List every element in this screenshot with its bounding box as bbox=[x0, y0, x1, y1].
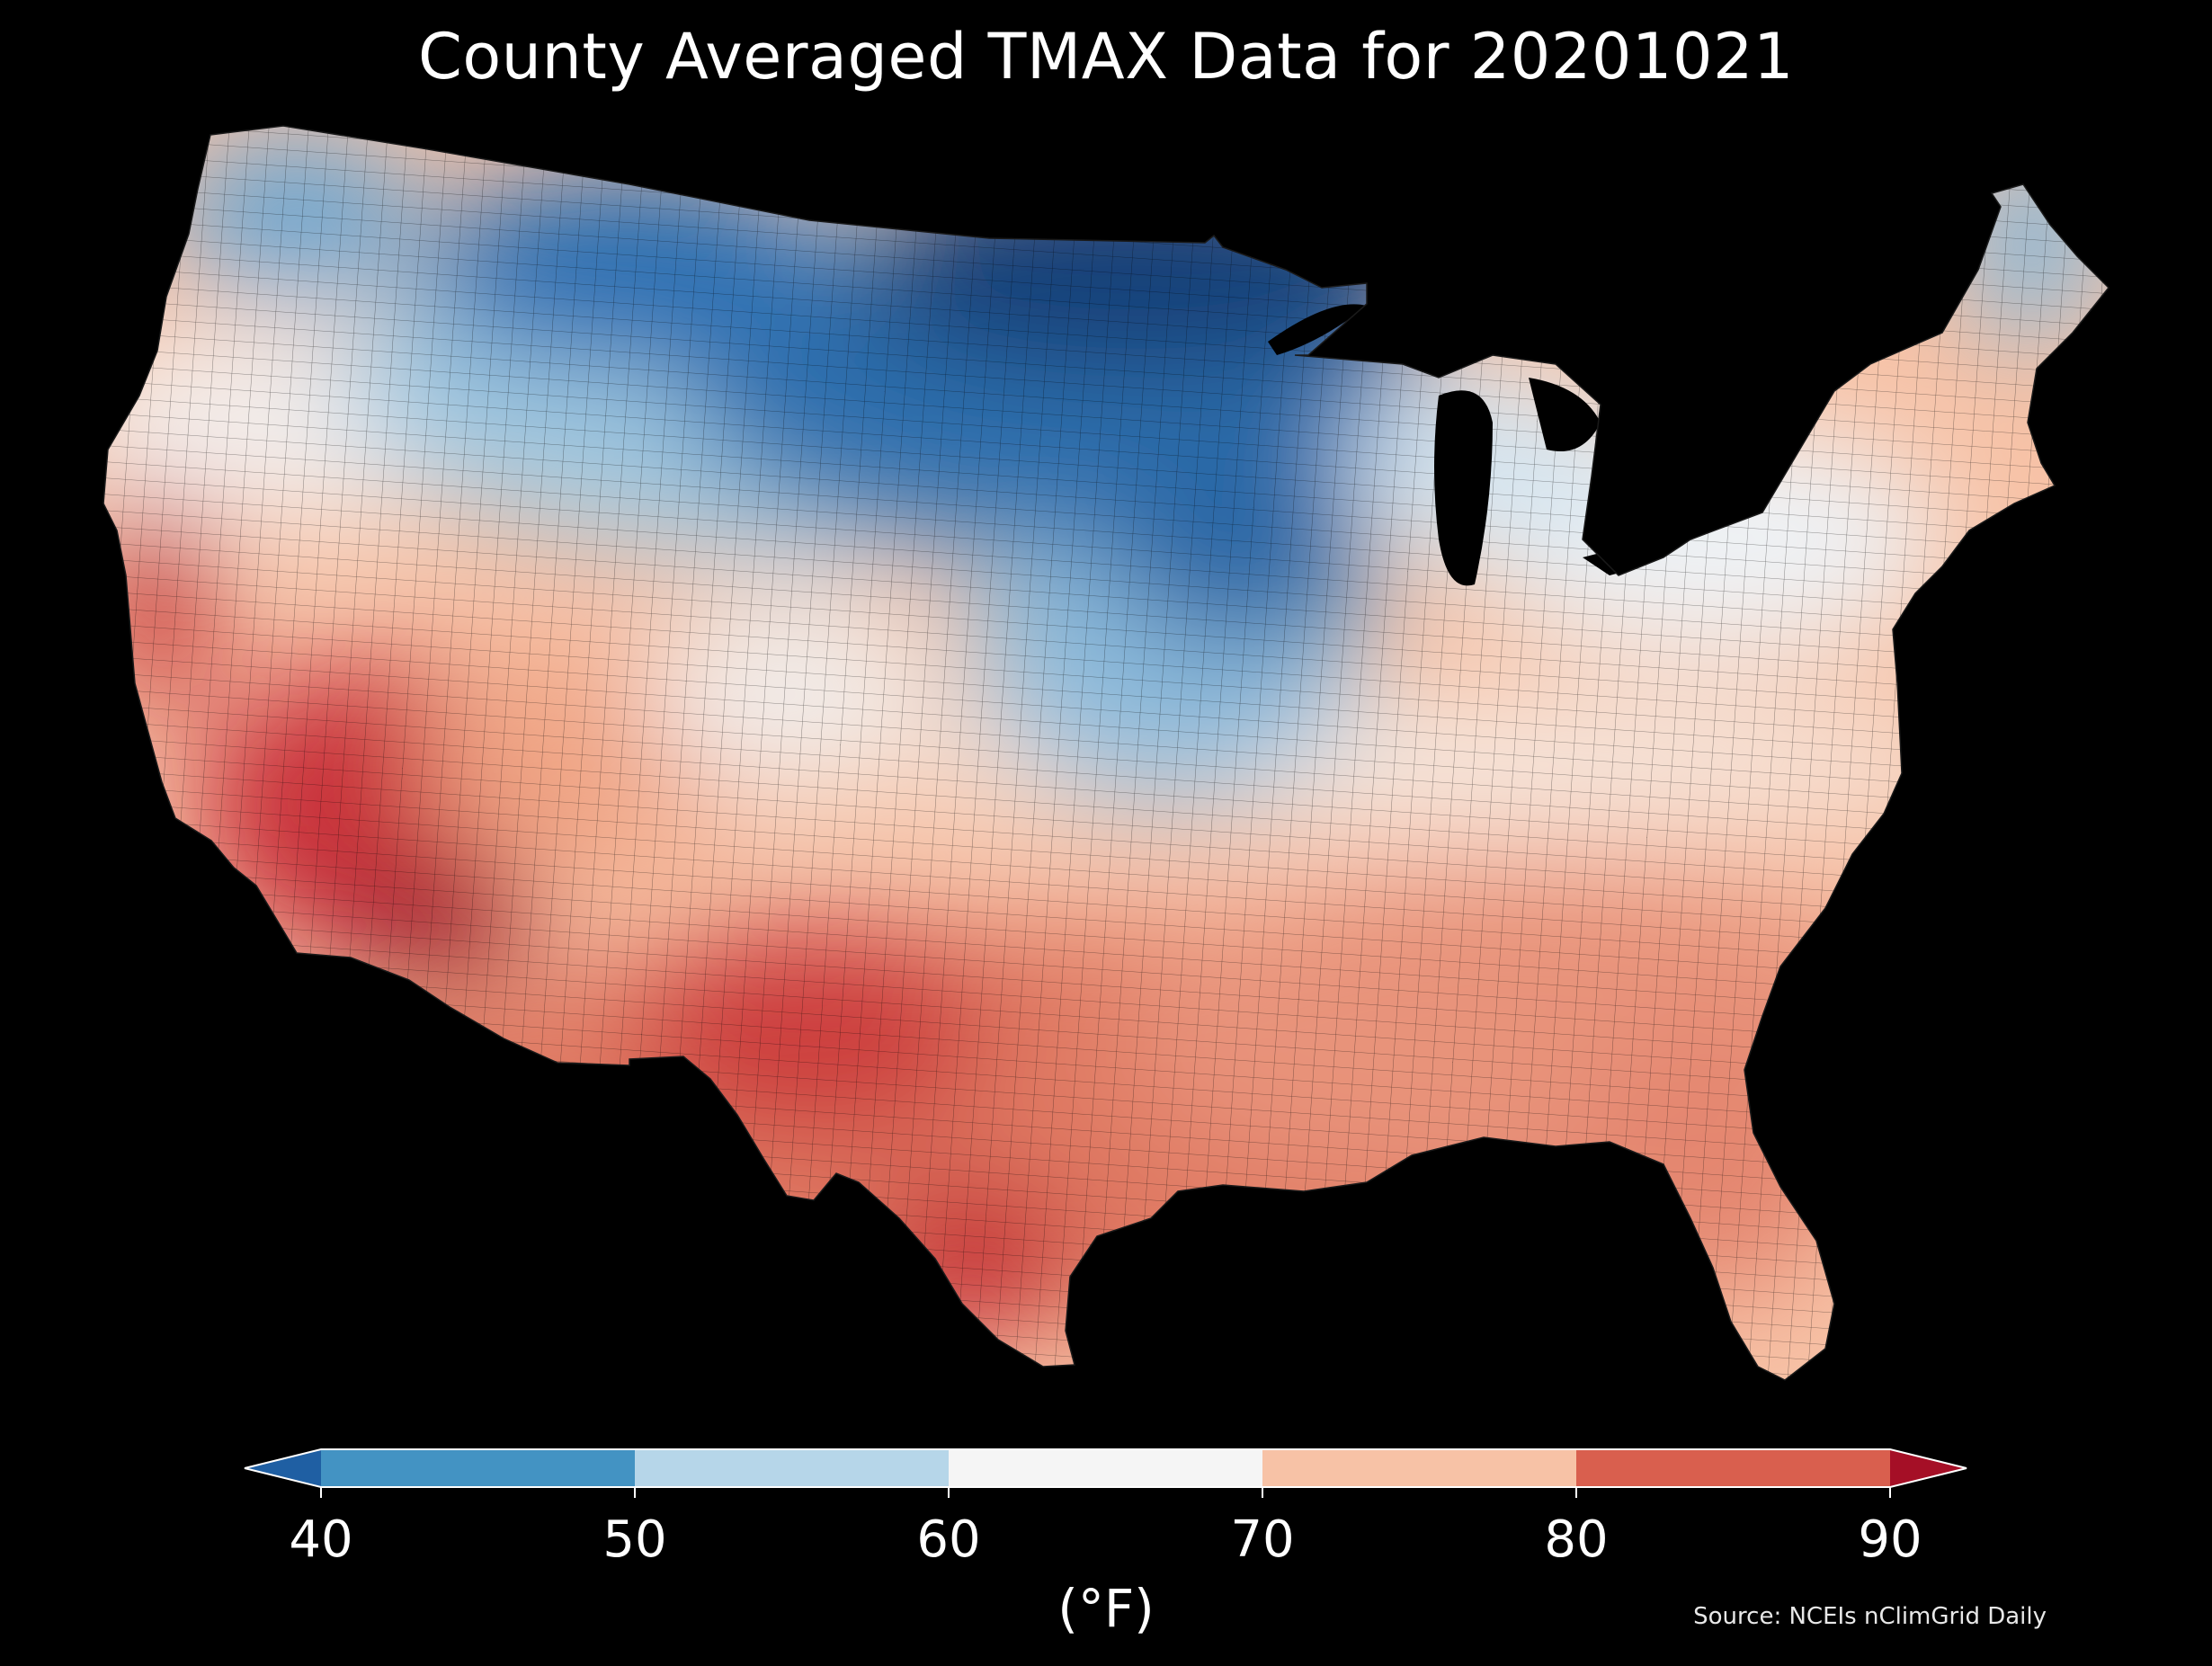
colorbar-tick-80: 80 bbox=[1544, 1510, 1609, 1569]
source-credit: Source: NCEIs nClimGrid Daily bbox=[1693, 1603, 2047, 1630]
colorbar-over-extension bbox=[1890, 1449, 1967, 1487]
colorbar-bin-60-70 bbox=[949, 1449, 1262, 1487]
colorbar-unit-label: (°F) bbox=[1057, 1578, 1155, 1639]
colorbar-tick-60: 60 bbox=[916, 1510, 981, 1569]
colorbar-under-extension bbox=[245, 1449, 321, 1487]
colorbar-bin-80-90 bbox=[1576, 1449, 1890, 1487]
colorbar-tick-90: 90 bbox=[1858, 1510, 1922, 1569]
map-title: County Averaged TMAX Data for 20201021 bbox=[417, 20, 1795, 94]
colorbar-tick-40: 40 bbox=[289, 1510, 353, 1569]
colorbar-bin-40-50 bbox=[321, 1449, 635, 1487]
colorbar-tick-50: 50 bbox=[602, 1510, 667, 1569]
colorbar-tick-70: 70 bbox=[1230, 1510, 1295, 1569]
colorbar-bin-70-80 bbox=[1262, 1449, 1576, 1487]
colorbar-bin-50-60 bbox=[635, 1449, 949, 1487]
